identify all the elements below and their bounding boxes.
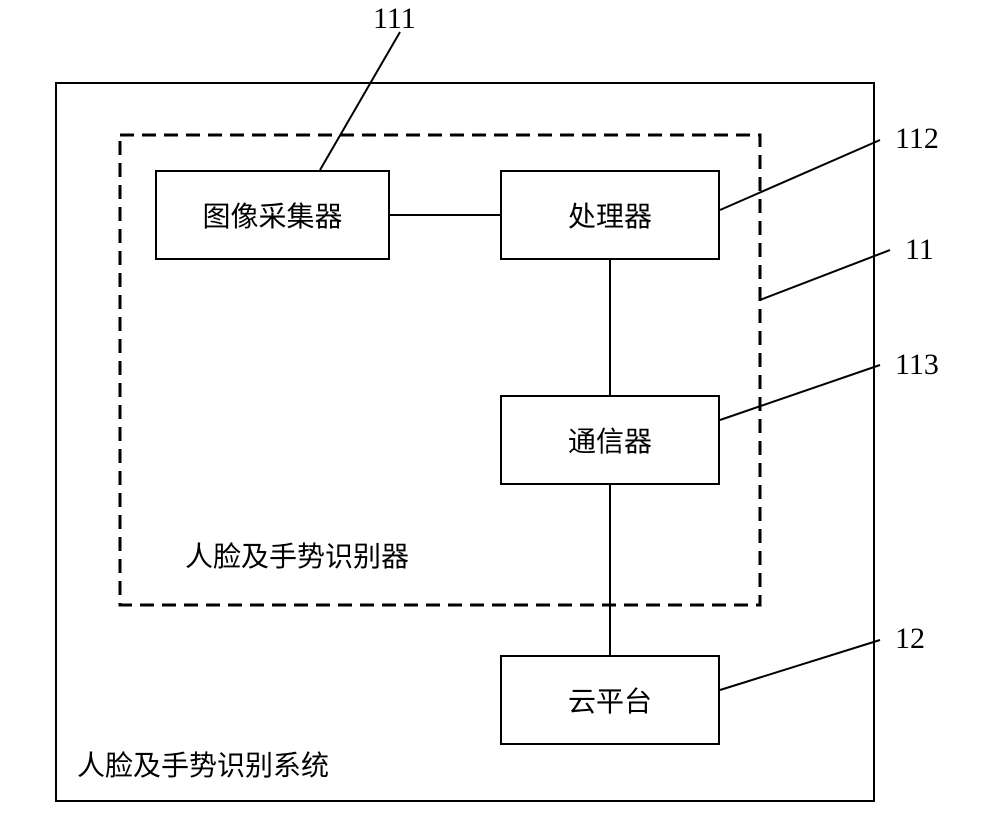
ref-12: 12 [895, 622, 925, 656]
cloud-platform-box: 云平台 [500, 655, 720, 745]
communicator-box: 通信器 [500, 395, 720, 485]
ref-111: 111 [373, 2, 416, 36]
image-collector-box: 图像采集器 [155, 170, 390, 260]
system-box-label: 人脸及手势识别系统 [77, 744, 329, 784]
processor-box: 处理器 [500, 170, 720, 260]
ref-11: 11 [905, 233, 934, 267]
ref-112: 112 [895, 122, 939, 156]
processor-label: 处理器 [568, 195, 652, 235]
ref-113: 113 [895, 348, 939, 382]
image-collector-label: 图像采集器 [202, 195, 342, 235]
recognizer-box-label: 人脸及手势识别器 [185, 535, 409, 575]
communicator-label: 通信器 [568, 420, 652, 460]
cloud-platform-label: 云平台 [568, 680, 652, 720]
